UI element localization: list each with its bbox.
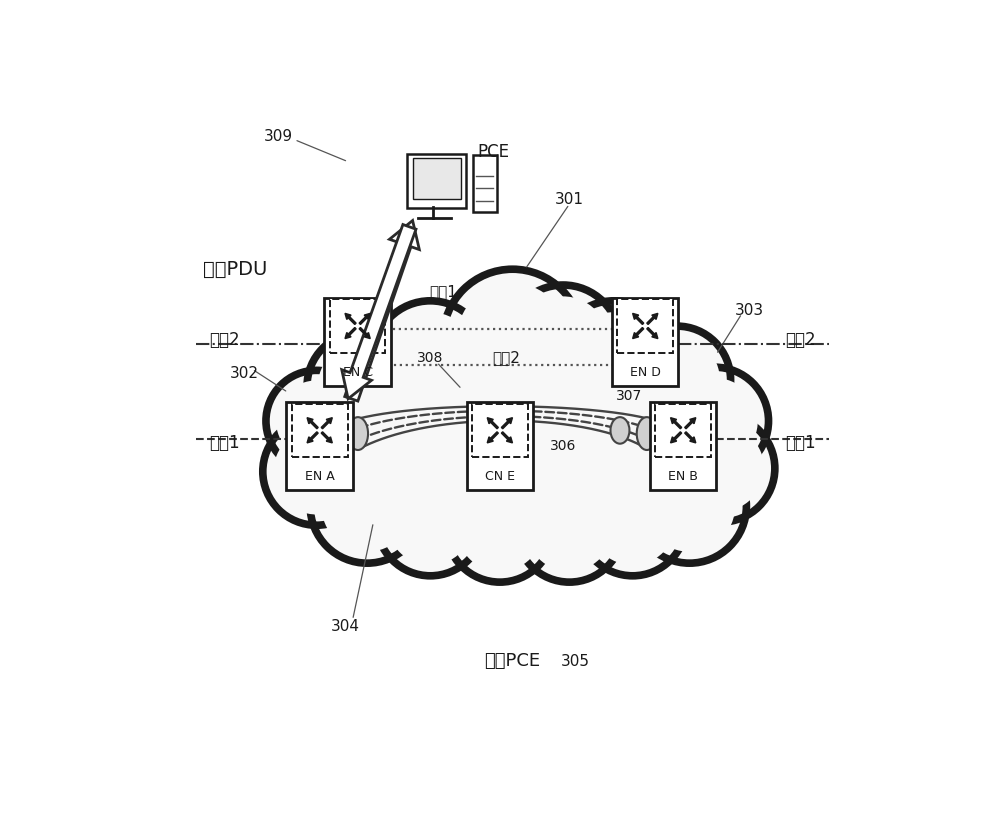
FancyArrow shape xyxy=(647,314,658,324)
Text: 301: 301 xyxy=(555,192,584,207)
Circle shape xyxy=(307,333,415,440)
Text: EN D: EN D xyxy=(630,365,661,378)
Circle shape xyxy=(276,380,357,461)
FancyArrow shape xyxy=(342,224,416,399)
FancyArrow shape xyxy=(671,432,682,443)
Circle shape xyxy=(526,485,612,571)
FancyArrow shape xyxy=(359,314,370,324)
Text: 303: 303 xyxy=(735,303,764,318)
FancyBboxPatch shape xyxy=(467,402,533,490)
Circle shape xyxy=(373,300,487,415)
FancyArrow shape xyxy=(685,418,696,429)
Circle shape xyxy=(678,425,764,511)
FancyArrow shape xyxy=(487,432,498,443)
FancyBboxPatch shape xyxy=(472,404,528,456)
Text: 308: 308 xyxy=(417,351,444,365)
Circle shape xyxy=(518,296,609,388)
Text: 业务1: 业务1 xyxy=(209,434,240,452)
FancyArrow shape xyxy=(501,432,512,443)
Circle shape xyxy=(634,337,720,423)
Circle shape xyxy=(377,468,484,576)
Text: PCE: PCE xyxy=(478,143,510,161)
Ellipse shape xyxy=(323,345,702,522)
Circle shape xyxy=(667,415,775,522)
Text: 业务2: 业务2 xyxy=(209,331,240,349)
Circle shape xyxy=(590,479,676,565)
FancyBboxPatch shape xyxy=(324,298,391,386)
Circle shape xyxy=(568,312,659,403)
Text: CN E: CN E xyxy=(485,470,515,483)
Circle shape xyxy=(644,461,735,552)
Circle shape xyxy=(661,367,769,475)
FancyArrow shape xyxy=(321,418,332,429)
FancyArrow shape xyxy=(345,221,419,401)
Text: 304: 304 xyxy=(330,619,359,634)
Text: 路坂1: 路坂1 xyxy=(429,284,457,299)
Text: 路坂2: 路坂2 xyxy=(492,351,520,365)
FancyBboxPatch shape xyxy=(617,300,673,352)
Circle shape xyxy=(385,312,476,403)
Circle shape xyxy=(322,461,413,552)
Circle shape xyxy=(506,285,620,399)
FancyBboxPatch shape xyxy=(473,155,497,213)
FancyBboxPatch shape xyxy=(292,404,348,456)
Text: EN B: EN B xyxy=(668,470,698,483)
Circle shape xyxy=(579,468,686,576)
FancyBboxPatch shape xyxy=(286,402,353,490)
FancyArrow shape xyxy=(685,432,696,443)
FancyBboxPatch shape xyxy=(407,154,466,208)
Circle shape xyxy=(633,449,746,563)
Circle shape xyxy=(457,283,568,394)
Circle shape xyxy=(516,475,623,582)
FancyArrow shape xyxy=(487,418,498,429)
Circle shape xyxy=(263,418,370,525)
Circle shape xyxy=(672,378,758,464)
Text: EN A: EN A xyxy=(305,470,335,483)
Text: 306: 306 xyxy=(550,439,576,453)
FancyArrow shape xyxy=(359,328,370,338)
Circle shape xyxy=(443,269,582,408)
FancyBboxPatch shape xyxy=(330,300,385,352)
FancyArrow shape xyxy=(321,432,332,443)
Ellipse shape xyxy=(637,417,657,450)
Ellipse shape xyxy=(348,417,368,450)
Text: 309: 309 xyxy=(264,129,293,144)
FancyArrow shape xyxy=(633,314,644,324)
FancyArrow shape xyxy=(647,328,658,338)
FancyArrow shape xyxy=(633,328,644,338)
Text: 控制PDU: 控制PDU xyxy=(203,259,267,278)
FancyArrow shape xyxy=(345,314,356,324)
FancyArrow shape xyxy=(345,328,356,338)
Circle shape xyxy=(557,300,671,415)
Ellipse shape xyxy=(610,417,629,443)
FancyArrow shape xyxy=(671,418,682,429)
FancyBboxPatch shape xyxy=(655,404,711,456)
Circle shape xyxy=(266,370,367,471)
FancyArrow shape xyxy=(307,432,318,443)
Text: 外部PCE: 外部PCE xyxy=(484,652,541,670)
Text: 305: 305 xyxy=(561,654,590,668)
Text: 307: 307 xyxy=(616,388,643,402)
Circle shape xyxy=(310,449,424,563)
Text: 业务2: 业务2 xyxy=(785,331,816,349)
Ellipse shape xyxy=(329,348,696,519)
Text: 业务1: 业务1 xyxy=(785,434,816,452)
Text: 302: 302 xyxy=(229,366,258,381)
Circle shape xyxy=(274,429,360,515)
Text: EN C: EN C xyxy=(343,365,373,378)
FancyBboxPatch shape xyxy=(612,298,678,386)
Circle shape xyxy=(457,485,543,571)
FancyBboxPatch shape xyxy=(650,402,716,490)
Circle shape xyxy=(318,343,404,429)
Circle shape xyxy=(387,479,473,565)
Circle shape xyxy=(446,475,554,582)
FancyArrow shape xyxy=(307,418,318,429)
FancyArrow shape xyxy=(501,418,512,429)
FancyBboxPatch shape xyxy=(413,158,461,199)
Circle shape xyxy=(623,326,731,433)
